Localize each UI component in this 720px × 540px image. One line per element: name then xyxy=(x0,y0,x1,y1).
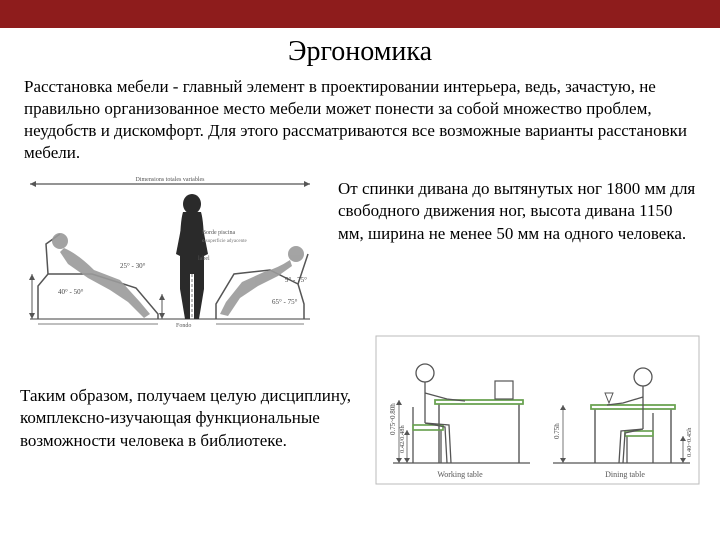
svg-text:0.75h: 0.75h xyxy=(553,423,561,439)
svg-text:Dimensions totales variables: Dimensions totales variables xyxy=(136,177,206,183)
ergonomic-lounge-diagram: Dimensions totales variables xyxy=(20,174,320,329)
svg-text:0.40~0.45h: 0.40~0.45h xyxy=(686,427,693,457)
svg-text:label: label xyxy=(198,256,210,262)
svg-text:9° - 75°: 9° - 75° xyxy=(285,276,307,284)
row-lower: Таким образом, получаем целую дисциплину… xyxy=(20,335,700,485)
intro-paragraph: Расстановка мебели - главный элемент в п… xyxy=(20,76,700,164)
svg-text:40° - 50°: 40° - 50° xyxy=(58,288,84,296)
svg-text:Fondo: Fondo xyxy=(176,323,191,329)
svg-text:o superficie adyacente: o superficie adyacente xyxy=(202,239,247,244)
svg-text:Working table: Working table xyxy=(437,470,483,479)
top-accent-bar xyxy=(0,0,720,28)
svg-text:Borde piscina: Borde piscina xyxy=(202,230,235,236)
slide-content: Эргономика Расстановка мебели - главный … xyxy=(0,28,720,485)
row-upper: Dimensions totales variables xyxy=(20,174,700,329)
sofa-measurements-text: От спинки дивана до вытянутых ног 1800 м… xyxy=(338,174,700,329)
svg-text:0.42/0.48h: 0.42/0.48h xyxy=(399,425,406,454)
svg-text:25° - 30°: 25° - 30° xyxy=(120,262,146,270)
page-title: Эргономика xyxy=(20,36,700,68)
ergonomic-table-diagram: 0.75~0.80h 0.42/0.48h Working table xyxy=(375,335,700,485)
svg-text:65° - 75°: 65° - 75° xyxy=(272,298,298,306)
svg-text:0.75~0.80h: 0.75~0.80h xyxy=(389,403,397,435)
conclusion-paragraph: Таким образом, получаем целую дисциплину… xyxy=(20,335,357,451)
svg-text:Dining table: Dining table xyxy=(605,470,645,479)
